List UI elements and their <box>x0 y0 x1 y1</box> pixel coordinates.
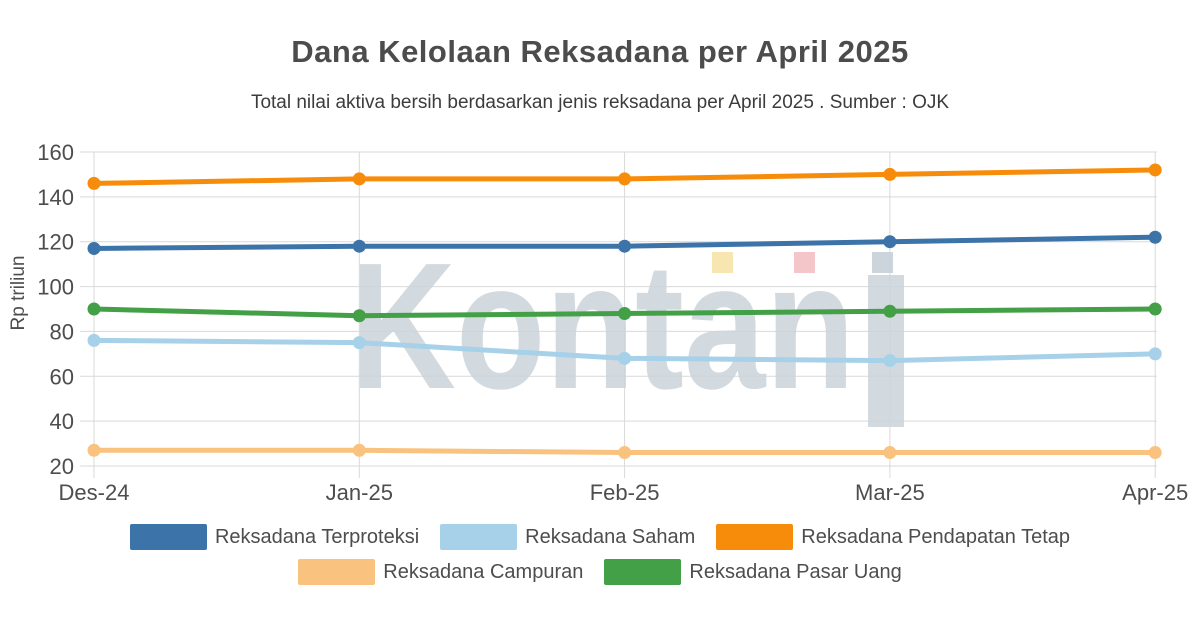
data-point-reksadana-terproteksi-feb-25 <box>618 239 632 253</box>
data-point-reksadana-pendapatan-tetap-des-24 <box>87 176 101 190</box>
data-point-reksadana-terproteksi-mar-25 <box>883 235 897 249</box>
watermark-square <box>794 252 815 273</box>
y-tick-label: 40 <box>50 409 74 434</box>
legend-swatch-reksadana-terproteksi <box>129 524 207 550</box>
data-point-reksadana-saham-mar-25 <box>883 354 897 368</box>
legend-label: Reksadana Campuran <box>383 560 584 583</box>
data-point-reksadana-campuran-apr-25 <box>1148 446 1162 460</box>
y-tick-label: 80 <box>50 319 74 344</box>
line-chart-plot-area: Kontan 20 40 60 80 100 120 140 160 Des-24 Jan-25 F… <box>8 140 1188 505</box>
data-point-reksadana-pasar-uang-feb-25 <box>618 306 632 320</box>
data-point-reksadana-terproteksi-apr-25 <box>1148 230 1162 244</box>
data-point-reksadana-saham-apr-25 <box>1148 347 1162 361</box>
legend-row: Reksadana Terproteksi Reksadana Saham Reks… <box>129 524 1070 550</box>
data-point-reksadana-pendapatan-tetap-feb-25 <box>618 172 632 186</box>
x-tick-label: Des-24 <box>59 480 130 505</box>
legend-item-reksadana-pendapatan-tetap: Reksadana Pendapatan Tetap <box>716 524 1070 550</box>
watermark-square <box>872 252 893 273</box>
data-point-reksadana-saham-des-24 <box>87 333 101 347</box>
legend-item-reksadana-pasar-uang: Reksadana Pasar Uang <box>604 559 902 585</box>
chart-legend: Reksadana Terproteksi Reksadana Saham Reks… <box>0 524 1200 585</box>
legend-swatch-reksadana-pasar-uang <box>604 559 682 585</box>
data-point-reksadana-campuran-jan-25 <box>352 443 366 457</box>
data-point-reksadana-saham-feb-25 <box>618 351 632 365</box>
data-point-reksadana-pasar-uang-jan-25 <box>352 309 366 323</box>
x-tick-label: Jan-25 <box>326 480 393 505</box>
legend-item-reksadana-saham: Reksadana Saham <box>440 524 695 550</box>
y-axis-title: Rp triliun <box>8 256 29 331</box>
data-point-reksadana-campuran-feb-25 <box>618 446 632 460</box>
data-point-reksadana-pendapatan-tetap-mar-25 <box>883 167 897 181</box>
y-tick-label: 100 <box>37 275 74 300</box>
data-series <box>87 163 1162 460</box>
legend-label: Reksadana Saham <box>525 525 696 548</box>
x-tick-label: Feb-25 <box>590 480 660 505</box>
data-point-reksadana-campuran-des-24 <box>87 443 101 457</box>
watermark-bar <box>868 275 904 427</box>
watermark-text: Kontan <box>350 226 855 427</box>
axis-labels: 20 40 60 80 100 120 140 160 Des-24 Jan-25 Feb-25 Ma… <box>8 140 1188 505</box>
data-point-reksadana-terproteksi-jan-25 <box>352 239 366 253</box>
legend-swatch-reksadana-pendapatan-tetap <box>716 524 794 550</box>
data-point-reksadana-campuran-mar-25 <box>883 446 897 460</box>
y-tick-label: 60 <box>50 364 74 389</box>
legend-item-reksadana-campuran: Reksadana Campuran <box>298 559 583 585</box>
y-tick-label: 120 <box>37 230 74 255</box>
data-point-reksadana-pasar-uang-mar-25 <box>883 304 897 318</box>
data-point-reksadana-terproteksi-des-24 <box>87 241 101 255</box>
y-tick-label: 20 <box>50 454 74 479</box>
kontan-watermark: Kontan <box>350 226 904 427</box>
data-point-reksadana-pendapatan-tetap-jan-25 <box>352 172 366 186</box>
data-point-reksadana-pasar-uang-des-24 <box>87 302 101 316</box>
legend-swatch-reksadana-saham <box>440 524 518 550</box>
chart-subtitle: Total nilai aktiva bersih berdasarkan je… <box>250 92 950 113</box>
data-point-reksadana-pasar-uang-apr-25 <box>1148 302 1162 316</box>
legend-label: Reksadana Pendapatan Tetap <box>801 525 1071 548</box>
chart-title: Dana Kelolaan Reksadana per April 2025 <box>291 34 909 69</box>
x-tick-label: Apr-25 <box>1122 480 1188 505</box>
legend-row: Reksadana Campuran Reksadana Pasar Uang <box>298 559 902 585</box>
y-tick-label: 140 <box>37 185 74 210</box>
x-tick-label: Mar-25 <box>855 480 925 505</box>
data-point-reksadana-saham-jan-25 <box>352 336 366 350</box>
legend-item-reksadana-terproteksi: Reksadana Terproteksi <box>129 524 420 550</box>
legend-swatch-reksadana-campuran <box>298 559 376 585</box>
watermark-square <box>712 252 733 273</box>
data-point-reksadana-pendapatan-tetap-apr-25 <box>1148 163 1162 177</box>
legend-label: Reksadana Terproteksi <box>214 525 420 548</box>
legend-label: Reksadana Pasar Uang <box>689 560 902 583</box>
y-tick-label: 160 <box>37 140 74 165</box>
